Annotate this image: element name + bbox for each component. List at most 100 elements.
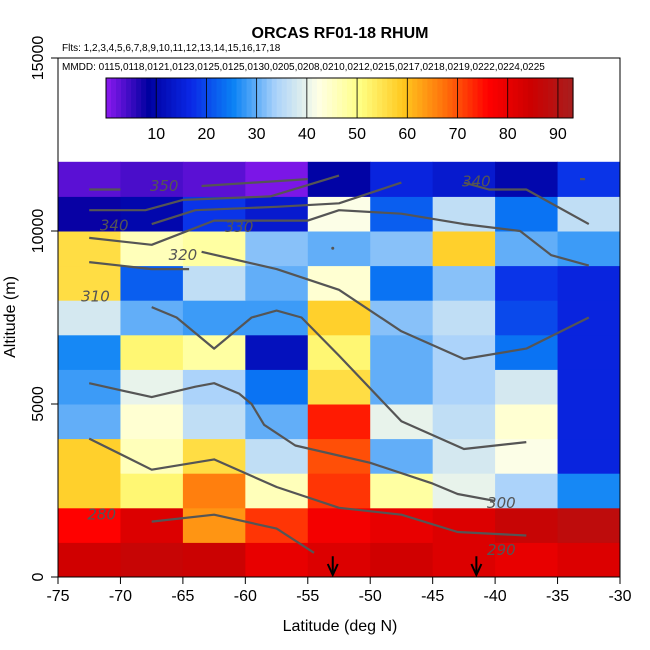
colorbar-segment <box>407 78 413 118</box>
colorbar-segment <box>331 78 338 118</box>
contour-line <box>151 181 402 226</box>
heatmap-cell <box>307 196 371 232</box>
heatmap-cell <box>370 161 434 197</box>
x-tick-label: -65 <box>171 588 194 605</box>
colorbar-segment <box>507 78 514 118</box>
colorbar-segment <box>106 78 112 118</box>
colorbar-segment <box>522 78 529 118</box>
heatmap-cell <box>557 438 621 474</box>
colorbar-segment <box>402 78 408 118</box>
colorbar-segment <box>452 78 459 118</box>
heatmap-cell <box>245 196 309 232</box>
heatmap-cell <box>495 300 559 336</box>
colorbar-segment <box>417 78 423 118</box>
x-tick-label: -70 <box>109 588 132 605</box>
colorbar-segment <box>276 78 283 118</box>
heatmap-cell <box>182 161 246 197</box>
contour-label: 310 <box>81 288 110 306</box>
colorbar-segment <box>161 78 167 118</box>
colorbar-segment <box>336 78 343 118</box>
heatmap-cell <box>58 231 121 267</box>
heatmap-cell <box>307 231 371 267</box>
heatmap-cell <box>557 196 621 232</box>
colorbar-segment <box>397 78 403 118</box>
x-tick-label: -45 <box>421 588 444 605</box>
heatmap-cells <box>58 161 621 578</box>
heatmap-cell <box>557 473 621 509</box>
contour-label: 340 <box>462 173 491 191</box>
y-axis-label: Altitude (m) <box>2 276 19 358</box>
flight-markers <box>326 556 483 578</box>
heatmap-cell <box>557 300 621 336</box>
colorbar-segment <box>306 78 313 118</box>
colorbar-segment <box>201 78 208 118</box>
heatmap-cell <box>307 334 371 370</box>
colorbar-tick-label: 80 <box>499 126 517 143</box>
heatmap-cell <box>557 231 621 267</box>
colorbar-segment <box>492 78 499 118</box>
heatmap-cell <box>370 231 434 267</box>
colorbar-segment <box>261 78 268 118</box>
colorbar-segment <box>567 78 574 118</box>
colorbar-segment <box>226 78 233 118</box>
heatmap-cell <box>495 404 559 440</box>
colorbar-segment <box>367 78 373 118</box>
colorbar-segment <box>251 78 258 118</box>
colorbar-segment <box>532 78 539 118</box>
colorbar-frame <box>105 77 574 119</box>
heatmap-cell <box>557 161 621 197</box>
colorbar-segment <box>296 78 303 118</box>
contour-line <box>88 437 527 537</box>
x-tick-label: -35 <box>546 588 569 605</box>
colorbar-segment <box>136 78 142 118</box>
colorbar-segment <box>527 78 534 118</box>
heatmap-cell <box>245 265 309 301</box>
heatmap-cell <box>58 265 121 301</box>
contour-line <box>89 261 190 271</box>
colorbar-segment <box>472 78 479 118</box>
colorbar-segment <box>221 78 228 118</box>
colorbar-segment <box>186 78 192 118</box>
heatmap-cell <box>557 265 621 301</box>
contour-dot <box>331 246 335 250</box>
colorbar-segment <box>171 78 177 118</box>
heatmap-cell <box>182 404 246 440</box>
colorbar-segment <box>387 78 393 118</box>
heatmap-cell <box>432 507 496 543</box>
heatmap-cell <box>120 473 184 509</box>
contour-line <box>201 250 590 361</box>
contour-label: 320 <box>169 246 198 264</box>
heatmap-cell <box>307 161 371 197</box>
contour-label: 280 <box>87 506 116 524</box>
colorbar-segment <box>512 78 519 118</box>
colorbar-segment <box>427 78 433 118</box>
heatmap-cell <box>557 334 621 370</box>
heatmap-cell <box>120 334 184 370</box>
heatmap-cell <box>370 542 434 578</box>
contour-line <box>151 306 527 451</box>
colorbar-segment <box>467 78 474 118</box>
colorbar-segment <box>562 78 569 118</box>
contour-label: 300 <box>487 494 516 512</box>
heatmap-cell <box>120 438 184 474</box>
heatmap-cell <box>58 438 121 474</box>
colorbar-segment <box>447 78 454 118</box>
flights-text: Flts: 1,2,3,4,5,6,7,8,9,10,11,12,13,14,1… <box>62 43 281 54</box>
contour-line <box>89 209 590 267</box>
heatmap-cell <box>245 507 309 543</box>
heatmap-cell <box>495 473 559 509</box>
colorbar-segment <box>457 78 464 118</box>
colorbar-segment <box>151 78 157 118</box>
heatmap-cell <box>245 473 309 509</box>
colorbar-segment <box>256 78 263 118</box>
heatmap-cell <box>370 265 434 301</box>
heatmap-cell <box>307 300 371 336</box>
contour-line <box>89 174 340 212</box>
heatmap-cell <box>307 404 371 440</box>
colorbar-segment <box>412 78 418 118</box>
colorbar-segment <box>497 78 504 118</box>
heatmap-cell <box>432 265 496 301</box>
x-tick-label: -50 <box>359 588 382 605</box>
heatmap-cell <box>58 404 121 440</box>
heatmap-cell <box>182 473 246 509</box>
